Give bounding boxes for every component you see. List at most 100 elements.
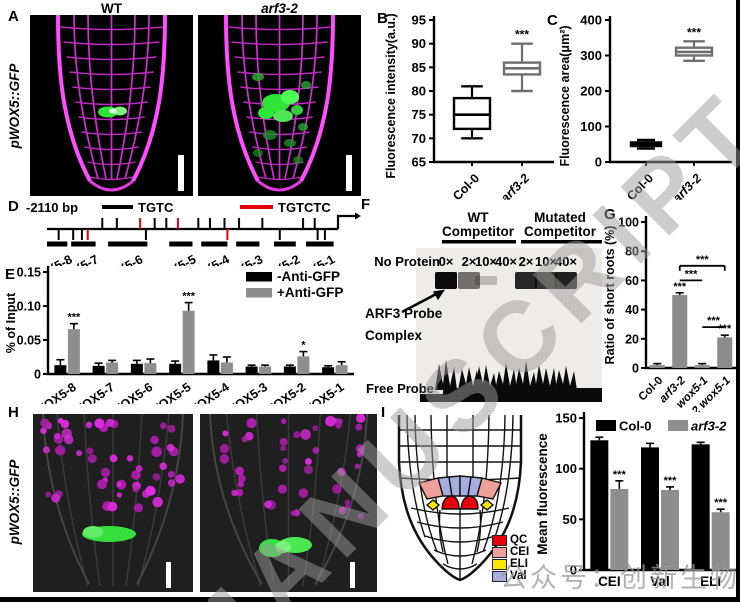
svg-text:***: ***	[714, 497, 728, 509]
svg-text:***: ***	[685, 268, 699, 280]
panel-label-i: I	[381, 404, 386, 421]
bar	[169, 363, 182, 374]
svg-text:ELI: ELI	[700, 574, 721, 589]
svg-text:***: ***	[696, 254, 710, 266]
svg-text:***: ***	[664, 475, 678, 487]
cei-label: CEI	[510, 546, 530, 558]
panel-label-a: A	[8, 8, 19, 25]
svg-text:WOX5-8: WOX5-8	[32, 380, 79, 404]
svg-text:40×: 40×	[495, 254, 517, 269]
val-label: Val	[510, 570, 527, 582]
legend-row-eli: ELI	[492, 558, 529, 570]
scale-bar	[166, 562, 171, 588]
svg-text:400: 400	[580, 13, 602, 28]
mean-fluorescence-bar-chart: 0 50 100 150 Mean fluorescence *** CEI *** Val **…	[535, 411, 736, 589]
svg-text:75: 75	[412, 107, 426, 122]
bar	[92, 365, 105, 374]
legend-row-qc: QC	[492, 534, 529, 546]
svg-text:20: 20	[625, 332, 639, 346]
figure-bottom-border	[0, 597, 740, 602]
bar	[590, 440, 609, 570]
svg-text:Free Probe: Free Probe	[366, 381, 434, 396]
figure-right-border	[736, 0, 740, 602]
svg-text:No Protein: No Protein	[374, 254, 440, 269]
svg-text:***: ***	[182, 291, 196, 303]
bar	[694, 365, 710, 368]
svg-text:90: 90	[412, 36, 426, 51]
panel-label-e: E	[5, 266, 16, 283]
confocal-image-h-left	[33, 414, 193, 592]
chip-qpcr-bar-chart: 00.050.100.15% of Input ***WOX5-8WOX5-7WO…	[4, 266, 354, 404]
bar	[335, 365, 348, 374]
bar	[259, 366, 272, 374]
svg-text:0.05: 0.05	[17, 334, 41, 348]
svg-text:Mean fluorescence: Mean fluorescence	[535, 433, 550, 555]
svg-text:+Anti-GFP: +Anti-GFP	[277, 285, 343, 300]
svg-text:85: 85	[412, 60, 426, 75]
svg-text:% of Input: % of Input	[4, 292, 18, 353]
svg-text:65: 65	[412, 155, 426, 170]
svg-text:100: 100	[555, 461, 577, 476]
scale-bar	[346, 155, 352, 191]
root-tip-schematic	[397, 414, 523, 582]
free-probe-band	[495, 363, 517, 390]
svg-text:80: 80	[412, 84, 426, 99]
genotype-title-wt: WT	[101, 1, 122, 16]
free-probe-band	[515, 361, 537, 390]
svg-text:Fluorescence intensity(a.u.): Fluorescence intensity(a.u.)	[384, 13, 398, 178]
svg-text:100: 100	[618, 216, 639, 230]
panel-label-h: H	[8, 404, 19, 421]
svg-text:***: ***	[673, 281, 687, 293]
shift-band	[475, 276, 497, 285]
panel-label-d: D	[8, 198, 19, 215]
tss-arrow-icon	[355, 212, 361, 220]
scale-bar	[350, 562, 355, 588]
svg-text:Competitor: Competitor	[524, 224, 597, 239]
bar	[54, 365, 67, 374]
svg-text:Ratio of short roots (%): Ratio of short roots (%)	[603, 226, 617, 365]
free-probe-band	[475, 365, 497, 390]
svg-text:60: 60	[625, 274, 639, 288]
svg-text:Val: Val	[650, 574, 670, 589]
svg-text:2×: 2×	[462, 254, 477, 269]
bar	[106, 362, 119, 374]
bar	[245, 366, 258, 374]
confocal-image-wt	[30, 15, 193, 196]
bar	[322, 367, 335, 374]
svg-text:95: 95	[412, 13, 426, 28]
fluorescence-area-boxplot: 0 100 200 300 400 Fluorescence area(μm²) Col-0…	[558, 13, 732, 200]
svg-text:TGTCTC: TGTCTC	[278, 200, 331, 215]
svg-text:150: 150	[555, 411, 577, 426]
reporter-label-pwox5gfp-h: pWOX5::GFP	[7, 459, 22, 545]
eli-color-swatch	[492, 558, 507, 570]
bar	[182, 310, 195, 374]
confocal-image-h-right	[200, 414, 377, 592]
confocal-image-arf3-2	[198, 15, 361, 196]
genotype-title-arf3-2: arf3-2	[261, 1, 298, 16]
svg-text:0.15: 0.15	[17, 266, 41, 280]
bar	[297, 356, 310, 374]
reporter-label-pwox5gfp-a: pWOX5::GFP	[7, 63, 22, 149]
qc-color-swatch	[492, 534, 507, 546]
svg-text:2×: 2×	[519, 254, 534, 269]
legend-row-val: Val	[492, 570, 529, 582]
scale-bar	[178, 155, 184, 191]
bar	[130, 363, 143, 374]
bar	[207, 360, 220, 374]
panel-label-f: F	[361, 196, 371, 213]
shift-band	[435, 272, 457, 289]
svg-text:***: ***	[687, 25, 701, 39]
svg-text:40×: 40×	[555, 254, 577, 269]
shift-band	[555, 272, 577, 289]
panel-label-c: C	[547, 12, 558, 29]
fluorescence-intensity-boxplot: 65 70 75 80 85 90 95 Fluorescence intensity(a.u…	[384, 13, 554, 200]
svg-text:70: 70	[412, 131, 426, 146]
promoter-motif-diagram: -2110 bpTGTCTGTCTCWOX5-8WOX5-7WOX5-6WOX5…	[26, 200, 361, 266]
panel-label-b: B	[377, 10, 388, 27]
cei-color-swatch	[492, 546, 507, 558]
svg-text:CEI: CEI	[598, 574, 621, 589]
shift-band	[458, 272, 480, 289]
bar	[144, 363, 157, 374]
